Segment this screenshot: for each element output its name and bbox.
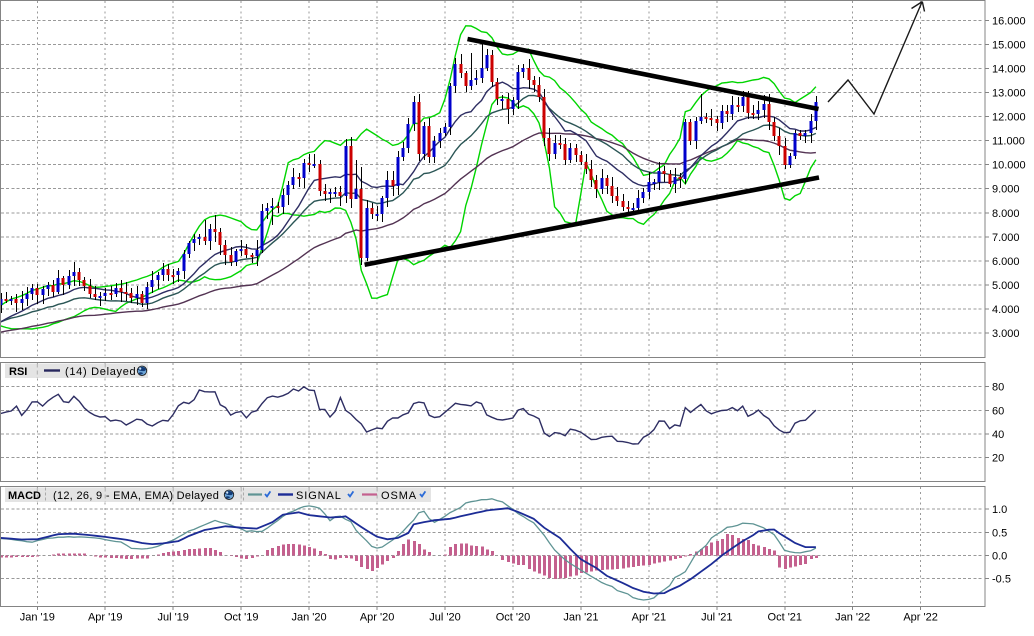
svg-text:0.5: 0.5 [992, 527, 1007, 539]
svg-text:Oct '19: Oct '19 [224, 612, 259, 624]
svg-text:Apr '20: Apr '20 [360, 612, 395, 624]
svg-text:SIGNAL: SIGNAL [296, 490, 342, 502]
svg-text:1.0: 1.0 [992, 504, 1007, 516]
svg-text:14.000: 14.000 [992, 63, 1026, 75]
svg-text:0.0: 0.0 [992, 551, 1007, 563]
svg-text:40: 40 [992, 429, 1004, 441]
svg-text:-0.5: -0.5 [992, 574, 1011, 586]
svg-text:12.000: 12.000 [992, 112, 1026, 124]
svg-text:MACD: MACD [8, 490, 41, 502]
svg-text:60: 60 [992, 405, 1004, 417]
svg-text:Jan '21: Jan '21 [563, 612, 598, 624]
svg-text:(14) Delayed: (14) Delayed [65, 366, 136, 378]
svg-text:OSMA: OSMA [381, 490, 417, 502]
svg-text:9.000: 9.000 [992, 184, 1020, 196]
svg-text:Jul '21: Jul '21 [701, 612, 732, 624]
svg-text:Apr '19: Apr '19 [88, 612, 123, 624]
svg-text:8.000: 8.000 [992, 208, 1020, 220]
svg-text:80: 80 [992, 382, 1004, 394]
svg-text:3.000: 3.000 [992, 328, 1020, 340]
svg-text:Oct '21: Oct '21 [768, 612, 803, 624]
svg-text:Oct '20: Oct '20 [496, 612, 531, 624]
svg-text:11.000: 11.000 [992, 136, 1025, 148]
svg-text:4.000: 4.000 [992, 304, 1020, 316]
svg-text:5.000: 5.000 [992, 280, 1020, 292]
svg-text:Jan '19: Jan '19 [20, 612, 55, 624]
svg-text:Apr '22: Apr '22 [903, 612, 938, 624]
svg-text:7.000: 7.000 [992, 232, 1020, 244]
svg-text:10.000: 10.000 [992, 160, 1026, 172]
svg-text:RSI: RSI [9, 366, 27, 378]
svg-text:Jan '22: Jan '22 [835, 612, 870, 624]
svg-text:Jul '20: Jul '20 [429, 612, 460, 624]
svg-text:Apr '21: Apr '21 [632, 612, 667, 624]
svg-text:13.000: 13.000 [992, 88, 1026, 100]
svg-text:6.000: 6.000 [992, 256, 1020, 268]
svg-text:20: 20 [992, 453, 1004, 465]
svg-text:Jul '19: Jul '19 [157, 612, 188, 624]
svg-text:15.000: 15.000 [992, 39, 1026, 51]
svg-text:(12, 26, 9 - EMA, EMA) Delayed: (12, 26, 9 - EMA, EMA) Delayed [53, 490, 219, 502]
svg-text:Jan '20: Jan '20 [292, 612, 327, 624]
svg-text:16.000: 16.000 [992, 15, 1026, 27]
